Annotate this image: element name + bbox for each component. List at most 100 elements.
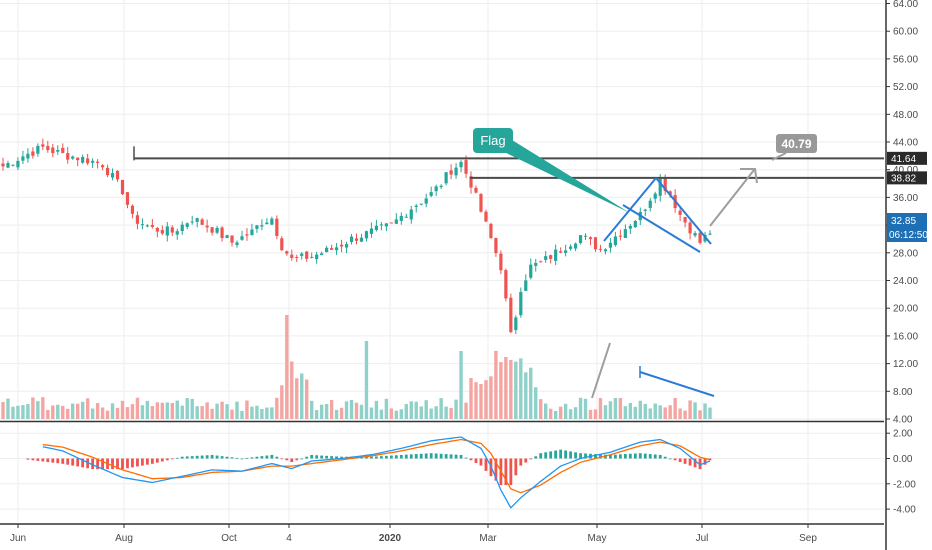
macd-histogram-bar — [429, 453, 433, 459]
candle-body — [215, 227, 219, 233]
candle-body — [295, 257, 299, 259]
volume-bar — [26, 404, 30, 419]
volume-bar — [539, 399, 543, 419]
volume-spike-line — [591, 342, 611, 399]
volume-bar — [21, 405, 25, 419]
macd-histogram-bar — [370, 456, 373, 459]
volume-bar — [434, 406, 438, 419]
macd-histogram-bar — [310, 454, 314, 459]
volume-bar — [190, 398, 194, 419]
candle-body — [270, 218, 274, 225]
candle-body — [469, 176, 473, 188]
candle-body — [653, 193, 657, 199]
candle-body — [36, 145, 40, 154]
candle-body — [618, 235, 622, 237]
volume-bar — [509, 359, 513, 419]
candle-body — [21, 156, 25, 161]
candle-body — [364, 231, 369, 239]
macd-histogram-bar — [170, 458, 174, 460]
volume-bar — [499, 362, 503, 419]
candle-body — [489, 223, 493, 239]
candle-body — [688, 222, 692, 234]
candle-body — [120, 179, 125, 195]
level-tag-upper-box — [887, 151, 927, 165]
volume-bar — [240, 410, 244, 419]
volume-bar — [344, 401, 349, 419]
macd-histogram-bar — [419, 453, 423, 459]
price-tick-label: 28.00 — [893, 248, 918, 259]
candle-body — [56, 150, 60, 152]
flag-callout-box — [473, 128, 513, 153]
candle-body — [290, 254, 294, 258]
volume-bar — [265, 407, 269, 419]
volume-bar — [31, 397, 35, 419]
x-tick-label: 4 — [286, 533, 292, 544]
level-tag-upper: 41.64 — [891, 154, 916, 165]
macd-histogram-bar — [375, 456, 378, 459]
price-tick-label: 12.00 — [893, 359, 918, 370]
candle-body — [175, 231, 179, 235]
volume-bar — [225, 404, 229, 419]
candle-body — [195, 218, 199, 222]
candle-body — [71, 156, 75, 159]
volume-bar — [648, 408, 652, 419]
target-arrow-shaft — [709, 169, 755, 227]
volume-bar — [160, 402, 165, 419]
macd-histogram-bar — [160, 458, 164, 462]
macd-histogram-bar — [569, 451, 572, 459]
macd-histogram-bar — [698, 458, 702, 470]
volume-bar — [90, 408, 95, 419]
volume-bar — [633, 406, 638, 419]
candle-body — [549, 255, 553, 259]
volume-bar — [46, 409, 50, 419]
macd-histogram-bar — [444, 454, 448, 459]
flag-label: Flag — [480, 133, 505, 148]
macd-histogram-bar — [180, 456, 184, 459]
volume-bar — [653, 403, 657, 419]
macd-histogram-bar — [404, 454, 408, 459]
level-tag-lower: 38.82 — [891, 173, 916, 184]
volume-bar — [573, 407, 578, 419]
macd-histogram-bar — [519, 458, 523, 466]
macd-histogram-bar — [255, 456, 259, 459]
price-tick-label: 20.00 — [893, 304, 918, 315]
candle-body — [31, 151, 35, 156]
volume-bar — [504, 357, 508, 419]
volume-bar — [125, 407, 130, 419]
macd-histogram-bar — [703, 458, 707, 465]
candle-body — [583, 235, 588, 237]
volume-bar — [519, 358, 523, 419]
volume-bar — [120, 400, 125, 419]
candle-body — [354, 238, 359, 241]
volume-bar — [130, 404, 135, 419]
level-tag-lower-box — [887, 171, 927, 185]
candle-body — [399, 215, 403, 221]
countdown-label: 06:12:50 — [889, 230, 928, 241]
volume-bar — [663, 407, 667, 419]
volume-bar — [489, 376, 493, 419]
macd-histogram-bar — [663, 456, 667, 459]
volume-bar — [683, 410, 687, 419]
candle-body — [81, 156, 85, 163]
candle-body — [200, 219, 204, 225]
price-tick-label: 60.00 — [893, 27, 918, 38]
volume-bar — [314, 410, 319, 419]
price-tick-label: 48.00 — [893, 110, 918, 121]
candle-body — [190, 221, 194, 223]
candle-body — [623, 229, 627, 238]
macd-histogram-bar — [280, 458, 284, 460]
candle-body — [588, 237, 593, 240]
macd-histogram-bar — [260, 456, 264, 459]
price-tick-label: 56.00 — [893, 54, 918, 65]
candle-body — [110, 173, 115, 178]
macd-histogram-bar — [136, 458, 139, 467]
macd-histogram-bar — [61, 458, 65, 464]
macd-histogram-bar — [335, 456, 338, 459]
candle-body — [459, 161, 463, 168]
x-tick-label: Sep — [799, 533, 817, 544]
volume-bar — [100, 407, 105, 419]
x-tick-label: May — [588, 533, 607, 544]
volume-bar — [379, 409, 384, 419]
macd-histogram-bar — [131, 458, 134, 468]
